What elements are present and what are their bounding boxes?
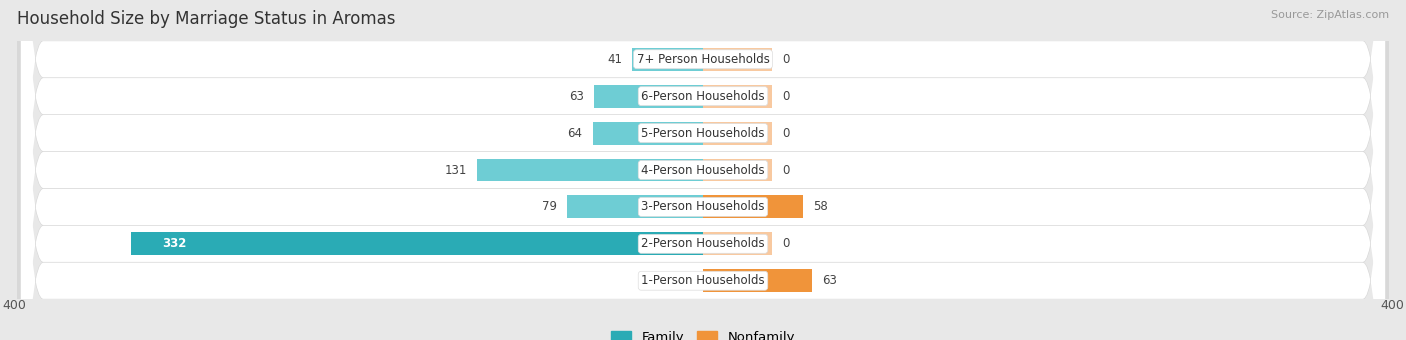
Bar xyxy=(703,158,772,182)
Text: 0: 0 xyxy=(782,53,790,66)
Bar xyxy=(703,48,772,71)
FancyBboxPatch shape xyxy=(21,0,1385,340)
FancyBboxPatch shape xyxy=(21,0,1385,340)
FancyBboxPatch shape xyxy=(17,0,1389,340)
Text: 4-Person Households: 4-Person Households xyxy=(641,164,765,176)
Text: 58: 58 xyxy=(813,200,828,214)
FancyBboxPatch shape xyxy=(17,0,1389,340)
Text: 0: 0 xyxy=(782,164,790,176)
Text: 332: 332 xyxy=(162,237,187,250)
Text: 400: 400 xyxy=(3,299,25,312)
Text: 64: 64 xyxy=(568,126,582,140)
Text: 400: 400 xyxy=(1381,299,1403,312)
Bar xyxy=(633,48,703,71)
Text: 6-Person Households: 6-Person Households xyxy=(641,90,765,103)
Text: 7+ Person Households: 7+ Person Households xyxy=(637,53,769,66)
Text: 2-Person Households: 2-Person Households xyxy=(641,237,765,250)
FancyBboxPatch shape xyxy=(21,0,1385,340)
FancyBboxPatch shape xyxy=(17,0,1389,340)
Text: 3-Person Households: 3-Person Households xyxy=(641,200,765,214)
Bar xyxy=(593,122,703,144)
FancyBboxPatch shape xyxy=(21,0,1385,340)
FancyBboxPatch shape xyxy=(21,0,1385,340)
Bar xyxy=(595,85,703,108)
Text: 5-Person Households: 5-Person Households xyxy=(641,126,765,140)
Text: 0: 0 xyxy=(782,126,790,140)
Text: 63: 63 xyxy=(823,274,837,287)
Bar xyxy=(703,269,811,292)
Legend: Family, Nonfamily: Family, Nonfamily xyxy=(606,325,800,340)
Bar xyxy=(703,85,772,108)
FancyBboxPatch shape xyxy=(17,0,1389,340)
Bar xyxy=(131,232,703,255)
FancyBboxPatch shape xyxy=(17,0,1389,340)
Text: 131: 131 xyxy=(444,164,467,176)
Text: 1-Person Households: 1-Person Households xyxy=(641,274,765,287)
FancyBboxPatch shape xyxy=(17,0,1389,340)
Bar xyxy=(567,195,703,218)
Bar xyxy=(703,122,772,144)
Text: Household Size by Marriage Status in Aromas: Household Size by Marriage Status in Aro… xyxy=(17,10,395,28)
FancyBboxPatch shape xyxy=(17,0,1389,340)
Bar xyxy=(703,232,772,255)
Text: Source: ZipAtlas.com: Source: ZipAtlas.com xyxy=(1271,10,1389,20)
FancyBboxPatch shape xyxy=(21,0,1385,340)
Text: 41: 41 xyxy=(607,53,621,66)
Text: 0: 0 xyxy=(782,90,790,103)
Text: 79: 79 xyxy=(541,200,557,214)
Bar xyxy=(478,158,703,182)
Bar xyxy=(703,195,803,218)
Text: 63: 63 xyxy=(569,90,583,103)
Text: 0: 0 xyxy=(782,237,790,250)
FancyBboxPatch shape xyxy=(21,0,1385,340)
